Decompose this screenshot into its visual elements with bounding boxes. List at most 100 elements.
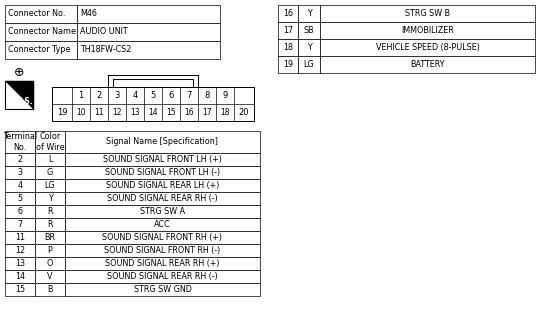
Text: 4: 4 (132, 91, 138, 100)
Bar (65, 231, 260, 244)
Bar (65, 205, 260, 218)
Text: 12: 12 (112, 108, 122, 117)
Bar (320, 56, 535, 73)
Text: 3: 3 (18, 168, 23, 177)
Text: Y: Y (48, 194, 53, 203)
Text: O: O (47, 259, 53, 268)
Text: 13: 13 (15, 259, 25, 268)
Text: SOUND SIGNAL FRONT RH (+): SOUND SIGNAL FRONT RH (+) (102, 233, 222, 242)
Text: 19: 19 (57, 108, 67, 117)
Text: 15: 15 (166, 108, 176, 117)
Text: 6: 6 (18, 207, 23, 216)
Bar (35, 179, 65, 192)
Text: SOUND SIGNAL FRONT LH (-): SOUND SIGNAL FRONT LH (-) (105, 168, 220, 177)
Bar (298, 22, 320, 39)
Bar (298, 39, 320, 56)
Text: 17: 17 (283, 26, 293, 35)
Bar (5, 131, 35, 153)
Bar (320, 39, 535, 56)
Bar (298, 56, 320, 73)
Text: Connector No.: Connector No. (8, 9, 65, 19)
Polygon shape (5, 81, 33, 109)
Text: 5: 5 (18, 194, 23, 203)
Text: 16: 16 (283, 9, 293, 18)
Bar (5, 218, 35, 231)
Text: 18: 18 (220, 108, 230, 117)
Text: Y: Y (307, 9, 311, 18)
Bar (5, 179, 35, 192)
Bar (35, 131, 65, 153)
Text: Color
of Wire: Color of Wire (36, 132, 64, 152)
Bar (5, 244, 35, 257)
Text: ACC: ACC (154, 220, 171, 229)
Text: STRG SW GND: STRG SW GND (133, 285, 191, 294)
Text: P: P (48, 246, 53, 255)
Text: ⊕: ⊕ (14, 67, 24, 79)
Bar (5, 166, 35, 179)
Text: 11: 11 (94, 108, 104, 117)
Text: STRG SW A: STRG SW A (140, 207, 185, 216)
Bar (35, 153, 65, 166)
Text: M46: M46 (80, 9, 97, 19)
Bar (278, 22, 298, 39)
Text: 12: 12 (15, 246, 25, 255)
Bar (5, 41, 77, 59)
Text: SOUND SIGNAL REAR RH (-): SOUND SIGNAL REAR RH (-) (107, 272, 218, 281)
Bar (65, 166, 260, 179)
Bar (5, 283, 35, 296)
Text: SOUND SIGNAL REAR RH (-): SOUND SIGNAL REAR RH (-) (107, 194, 218, 203)
Text: Y: Y (307, 43, 311, 52)
Text: SOUND SIGNAL FRONT LH (+): SOUND SIGNAL FRONT LH (+) (103, 155, 222, 164)
Bar (77, 23, 220, 41)
Text: G: G (47, 168, 53, 177)
Bar (35, 270, 65, 283)
Text: R: R (47, 220, 53, 229)
Text: BATTERY: BATTERY (410, 60, 445, 69)
Text: SOUND SIGNAL FRONT RH (-): SOUND SIGNAL FRONT RH (-) (105, 246, 221, 255)
Bar (35, 192, 65, 205)
Text: 8: 8 (204, 91, 210, 100)
Bar (298, 5, 320, 22)
Bar (65, 153, 260, 166)
Text: Signal Name [Specification]: Signal Name [Specification] (107, 138, 219, 147)
Text: 15: 15 (15, 285, 25, 294)
Text: AUDIO UNIT: AUDIO UNIT (80, 28, 128, 36)
Text: 5: 5 (151, 91, 155, 100)
Text: Connector Type: Connector Type (8, 46, 71, 55)
Text: 6: 6 (168, 91, 174, 100)
Text: 17: 17 (202, 108, 212, 117)
Text: 7: 7 (187, 91, 192, 100)
Bar (77, 5, 220, 23)
Text: Connector Name: Connector Name (8, 28, 76, 36)
Bar (65, 179, 260, 192)
Text: 14: 14 (148, 108, 158, 117)
Text: SOUND SIGNAL REAR LH (+): SOUND SIGNAL REAR LH (+) (106, 181, 219, 190)
Bar (5, 231, 35, 244)
Text: 20: 20 (239, 108, 249, 117)
Bar (5, 257, 35, 270)
Bar (5, 153, 35, 166)
Text: 13: 13 (130, 108, 140, 117)
Bar (52, 87, 254, 121)
Bar (5, 23, 77, 41)
Bar (35, 166, 65, 179)
Text: H.S.: H.S. (15, 97, 33, 106)
Bar (278, 5, 298, 22)
Bar (5, 270, 35, 283)
Text: LG: LG (304, 60, 314, 69)
Bar (5, 81, 33, 109)
Bar (5, 5, 77, 23)
Text: 2: 2 (18, 155, 23, 164)
Text: LG: LG (44, 181, 55, 190)
Text: 18: 18 (283, 43, 293, 52)
Bar (35, 244, 65, 257)
Text: 1: 1 (78, 91, 84, 100)
Bar (35, 257, 65, 270)
Text: STRG SW B: STRG SW B (405, 9, 450, 18)
Bar (65, 131, 260, 153)
Text: R: R (47, 207, 53, 216)
Bar (278, 56, 298, 73)
Text: 3: 3 (114, 91, 120, 100)
Bar (5, 192, 35, 205)
Text: 14: 14 (15, 272, 25, 281)
